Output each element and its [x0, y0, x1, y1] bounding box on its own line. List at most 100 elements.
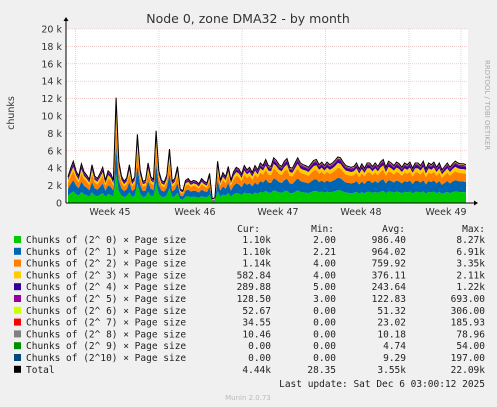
legend-avg: 4.74	[383, 341, 406, 352]
legend-max: 693.00	[451, 294, 486, 305]
legend-min: 2.00	[313, 235, 336, 246]
legend-avg: 51.32	[377, 306, 406, 317]
area-0	[68, 173, 466, 203]
legend-swatch	[14, 283, 21, 291]
legend-max: 8.27k	[456, 235, 485, 246]
legend-max: 2.11k	[456, 270, 485, 281]
legend-min: 3.00	[313, 294, 336, 305]
y-ticks: 0 2 k 4 k 6 k 8 k 10 k 12 k 14 k 16 k 18 k 20 k	[41, 25, 62, 210]
legend-avg: 10.18	[377, 329, 406, 340]
y-tick-label: 4 k	[47, 164, 62, 175]
legend-swatch	[14, 318, 21, 326]
legend-cur: 128.50	[237, 294, 272, 305]
legend-header-max: Max:	[462, 224, 485, 235]
y-tick-label: 8 k	[47, 129, 62, 140]
x-tick-label: Week 49	[425, 207, 466, 218]
axes	[63, 17, 478, 206]
legend-max: 78.96	[456, 329, 485, 340]
legend-cur: 1.10k	[242, 235, 271, 246]
y-tick-label: 0	[56, 199, 62, 210]
legend-series-name: Chunks of (2^ 7) × Page size	[26, 318, 186, 329]
legend-min: 2.21	[313, 247, 336, 258]
y-tick-label: 16 k	[41, 59, 62, 70]
legend-series-name: Chunks of (2^ 1) × Page size	[26, 247, 186, 258]
legend-swatch	[14, 236, 21, 243]
legend-swatch	[14, 330, 21, 338]
legend-avg: 243.64	[372, 282, 407, 293]
legend-max: 185.93	[451, 318, 485, 329]
legend-swatch	[14, 259, 21, 267]
legend-series-name: Chunks of (2^ 6) × Page size	[26, 306, 186, 317]
area-1	[68, 145, 466, 202]
legend-min: 4.00	[313, 270, 336, 281]
legend-avg: 964.02	[372, 247, 406, 258]
legend-series-name: Chunks of (2^ 5) × Page size	[26, 294, 186, 305]
legend-avg: 9.29	[383, 353, 406, 364]
legend-max: 3.35k	[456, 259, 485, 270]
legend-series-name: Chunks of (2^10) × Page size	[26, 353, 186, 364]
legend-avg: 23.02	[377, 318, 406, 329]
legend: Cur: Min: Avg: Max: Chunks of (2^ 0) × P…	[14, 224, 485, 376]
legend-min: 0.00	[313, 353, 336, 364]
legend-avg: 986.40	[372, 235, 407, 246]
munin-version: Munin 2.0.73	[225, 394, 271, 402]
legend-swatch	[14, 295, 21, 302]
total-line	[67, 97, 467, 200]
rrdtool-credit: RRDTOOL / TOBI OETIKER	[483, 60, 491, 150]
y-tick-label: 18 k	[41, 42, 62, 53]
chart-title: Node 0, zone DMA32 - by month	[146, 11, 350, 26]
legend-max: 6.91k	[456, 247, 485, 258]
legend-series-name: Chunks of (2^ 8) × Page size	[26, 329, 186, 340]
legend-cur: 0.00	[248, 341, 271, 352]
legend-min: 28.35	[307, 365, 336, 376]
y-tick-label: 14 k	[41, 77, 62, 88]
legend-series-name: Chunks of (2^ 3) × Page size	[26, 270, 186, 281]
y-tick-label: 12 k	[41, 94, 62, 105]
legend-swatch	[14, 271, 21, 279]
legend-cur: 34.55	[242, 318, 271, 329]
legend-series-name: Chunks of (2^ 4) × Page size	[26, 282, 186, 293]
legend-header-min: Min:	[311, 224, 334, 235]
legend-cur: 289.88	[237, 282, 272, 293]
x-tick-label: Week 48	[340, 207, 381, 218]
legend-min: 0.00	[313, 329, 336, 340]
legend-min: 4.00	[313, 259, 336, 270]
x-tick-label: Week 47	[257, 207, 298, 218]
legend-swatch	[14, 306, 21, 314]
stacked-areas	[67, 97, 467, 203]
last-update: Last update: Sat Dec 6 03:00:12 2025	[279, 379, 485, 390]
area-2	[68, 122, 466, 201]
legend-avg: 3.55k	[377, 365, 406, 376]
legend-max: 22.09k	[451, 365, 486, 376]
legend-max: 1.22k	[456, 282, 485, 293]
legend-series-name: Chunks of (2^ 0) × Page size	[26, 235, 186, 246]
y-tick-label: 10 k	[41, 112, 62, 123]
y-axis-arrow	[63, 17, 69, 21]
legend-min: 5.00	[313, 282, 336, 293]
legend-cur: 582.84	[237, 270, 272, 281]
x-axis-arrow	[474, 200, 478, 206]
x-ticks: Week 45 Week 46 Week 47 Week 48 Week 49	[89, 207, 466, 218]
legend-swatch	[14, 342, 21, 350]
legend-swatch	[14, 247, 21, 255]
x-tick-label: Week 45	[89, 207, 130, 218]
legend-max: 306.00	[451, 306, 486, 317]
legend-series-name: Total	[26, 365, 55, 376]
legend-swatch	[14, 354, 21, 361]
legend-min: 0.00	[313, 341, 336, 352]
legend-avg: 122.83	[372, 294, 406, 305]
y-tick-label: 2 k	[47, 181, 62, 192]
legend-cur: 52.67	[242, 306, 271, 317]
legend-header-cur: Cur:	[237, 224, 260, 235]
legend-cur: 4.44k	[242, 365, 271, 376]
legend-cur: 1.10k	[242, 247, 271, 258]
legend-cur: 10.46	[242, 329, 271, 340]
legend-series-name: Chunks of (2^ 2) × Page size	[26, 259, 186, 270]
y-axis-label: chunks	[6, 96, 17, 130]
legend-min: 0.00	[313, 306, 336, 317]
legend-max: 197.00	[451, 353, 486, 364]
legend-max: 54.00	[456, 341, 485, 352]
legend-cur: 1.14k	[242, 259, 271, 270]
y-tick-label: 20 k	[41, 25, 62, 36]
